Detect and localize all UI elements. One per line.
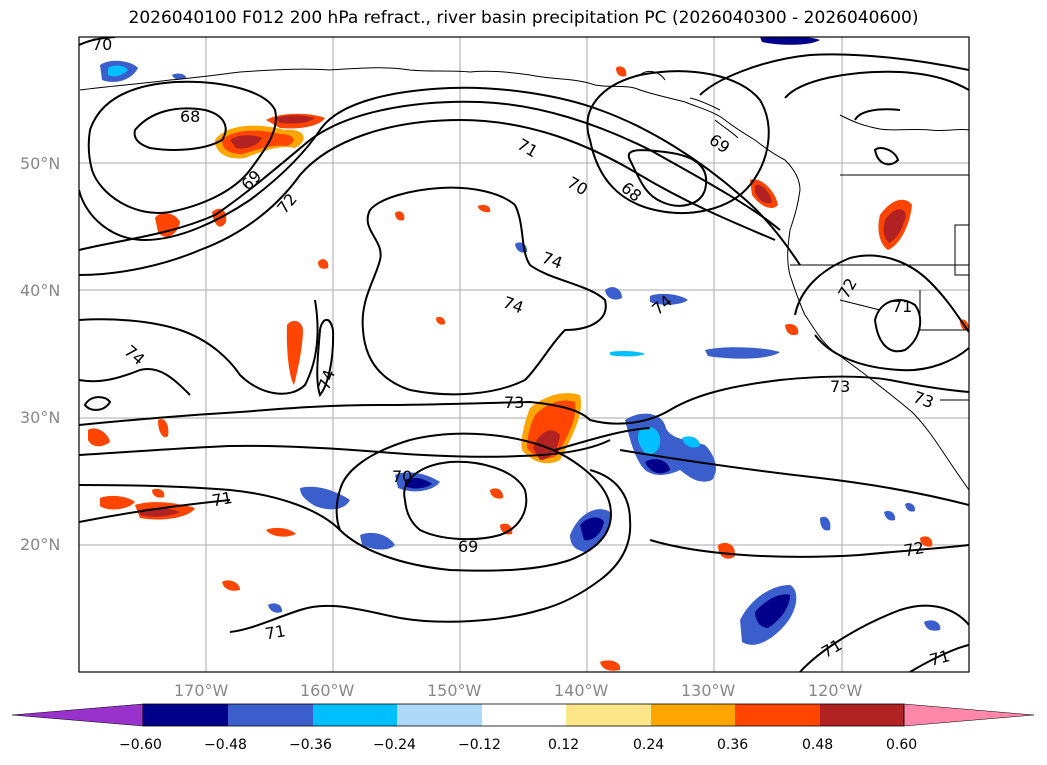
precip-positive-anomalies <box>88 66 969 671</box>
colorbar-segment <box>11 703 144 727</box>
map-title: 2026040100 F012 200 hPa refract., river … <box>128 8 919 28</box>
colorbar <box>11 703 1035 727</box>
colorbar-segment <box>820 704 904 726</box>
lon-label: 140°W <box>554 681 609 700</box>
colorbar-segment <box>313 704 397 726</box>
lat-label: 30°N <box>20 408 61 427</box>
contour-label: 71 <box>892 297 912 316</box>
contour-label: 73 <box>504 393 524 412</box>
colorbar-segment <box>651 704 735 726</box>
colorbar-segment <box>735 704 820 726</box>
colorbar-tick: −0.12 <box>458 737 501 753</box>
contour-label: 70 <box>92 35 112 54</box>
lon-label: 150°W <box>427 681 482 700</box>
lon-label: 130°W <box>681 681 736 700</box>
colorbar-segment <box>228 704 313 726</box>
lon-label: 120°W <box>808 681 863 700</box>
colorbar-tick: −0.24 <box>373 737 416 753</box>
lat-label: 40°N <box>20 281 61 300</box>
colorbar-segment <box>903 703 1035 727</box>
colorbar-tick: −0.36 <box>289 737 332 753</box>
colorbar-tick: 0.36 <box>717 737 749 753</box>
contour-label: 71 <box>927 646 952 670</box>
contour-label: 73 <box>830 377 850 396</box>
map-frame <box>78 36 970 673</box>
lon-label: 160°W <box>300 681 355 700</box>
colorbar-tick: −0.48 <box>204 737 247 753</box>
map-frame-bg <box>79 37 969 672</box>
lat-label: 50°N <box>20 154 61 173</box>
contour-label: 71 <box>210 488 233 510</box>
contour-label: 71 <box>264 621 287 643</box>
colorbar-tick: 0.48 <box>802 737 834 753</box>
colorbar-segment <box>397 704 482 726</box>
refractivity-contours <box>79 37 969 672</box>
contour-label: 72 <box>902 538 925 560</box>
coastlines <box>79 67 969 491</box>
contour-label: 70 <box>392 467 412 486</box>
colorbar-segment <box>566 704 651 726</box>
contour-label: 69 <box>458 537 478 556</box>
colorbar-tick: 0.60 <box>886 737 918 753</box>
colorbar-segment <box>482 704 566 726</box>
colorbar-segment <box>143 704 228 726</box>
colorbar-outline <box>142 703 905 727</box>
lat-label: 20°N <box>20 535 61 554</box>
contour-label: 68 <box>180 107 200 126</box>
colorbar-tick: 0.24 <box>633 737 665 753</box>
colorbar-tick: 0.12 <box>548 737 580 753</box>
colorbar-tick: −0.60 <box>119 737 162 753</box>
lon-label: 170°W <box>174 681 229 700</box>
